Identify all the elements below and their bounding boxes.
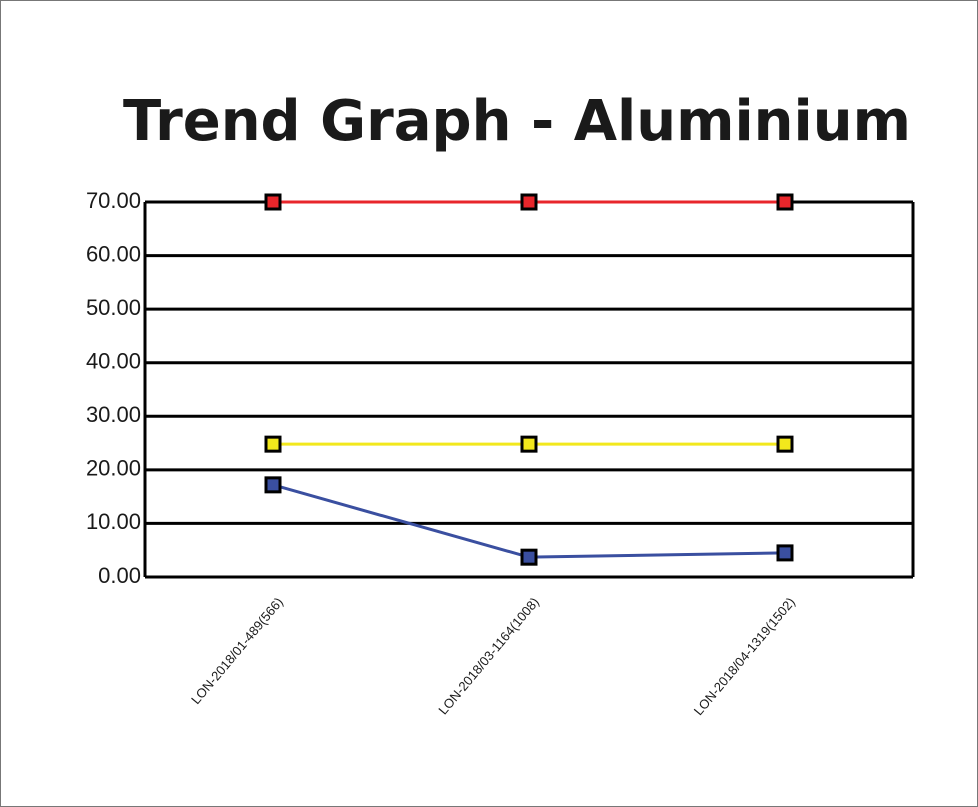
point-marker bbox=[264, 193, 282, 211]
y-tick-label: 10.00 bbox=[86, 509, 141, 534]
y-tick-label: 40.00 bbox=[86, 349, 141, 374]
y-tick-label: 0.00 bbox=[98, 563, 141, 588]
point-marker bbox=[776, 435, 794, 453]
point-marker bbox=[520, 435, 538, 453]
point-marker bbox=[520, 548, 538, 566]
point-marker bbox=[264, 435, 282, 453]
chart-title: Trend Graph - Aluminium bbox=[123, 89, 911, 154]
y-tick-label: 30.00 bbox=[86, 402, 141, 427]
y-tick-label: 20.00 bbox=[86, 456, 141, 481]
point-marker bbox=[776, 544, 794, 562]
y-tick-label: 60.00 bbox=[86, 241, 141, 266]
point-marker bbox=[520, 193, 538, 211]
point-marker bbox=[776, 193, 794, 211]
point-marker bbox=[264, 476, 282, 494]
y-tick-label: 50.00 bbox=[86, 295, 141, 320]
y-tick-label: 70.00 bbox=[86, 188, 141, 213]
